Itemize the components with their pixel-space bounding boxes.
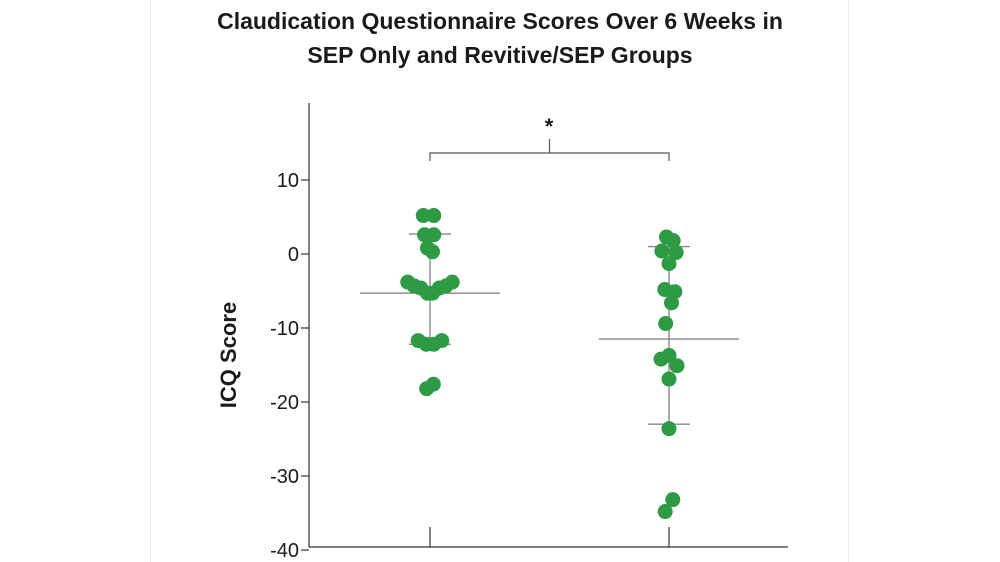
data-point — [425, 376, 441, 392]
y-tick-label: -20 — [270, 392, 299, 414]
y-tick-label: -40 — [270, 540, 299, 562]
data-point — [658, 316, 674, 332]
y-axis-label: ICQ Score — [216, 302, 241, 408]
data-point — [444, 274, 460, 290]
significance-marker: * — [545, 114, 554, 139]
y-tick-label: -30 — [270, 466, 299, 488]
significance-bracket — [429, 152, 670, 161]
data-point — [665, 492, 681, 508]
data-point — [665, 233, 681, 249]
data-point — [426, 227, 442, 243]
data-point — [669, 358, 685, 374]
data-point — [661, 371, 677, 387]
data-point — [657, 504, 673, 520]
panel-left-edge — [150, 0, 151, 562]
data-point — [434, 333, 450, 349]
y-tick-label: 0 — [288, 244, 299, 266]
data-point — [664, 295, 680, 311]
data-point — [661, 421, 677, 437]
data-point — [426, 208, 442, 224]
data-point — [415, 208, 431, 224]
panel-right-edge — [848, 0, 849, 562]
chart-title-line-1: Claudication Questionnaire Scores Over 6… — [217, 8, 783, 34]
data-point — [668, 245, 684, 261]
data-point — [425, 244, 441, 260]
data-point — [661, 256, 677, 272]
chart-title: Claudication Questionnaire Scores Over 6… — [100, 4, 900, 72]
data-point — [654, 243, 670, 259]
data-point — [661, 347, 677, 363]
y-tick-label: 10 — [277, 170, 299, 192]
chart-title-line-2: SEP Only and Revitive/SEP Groups — [307, 42, 693, 68]
y-tick-label: -10 — [270, 318, 299, 340]
